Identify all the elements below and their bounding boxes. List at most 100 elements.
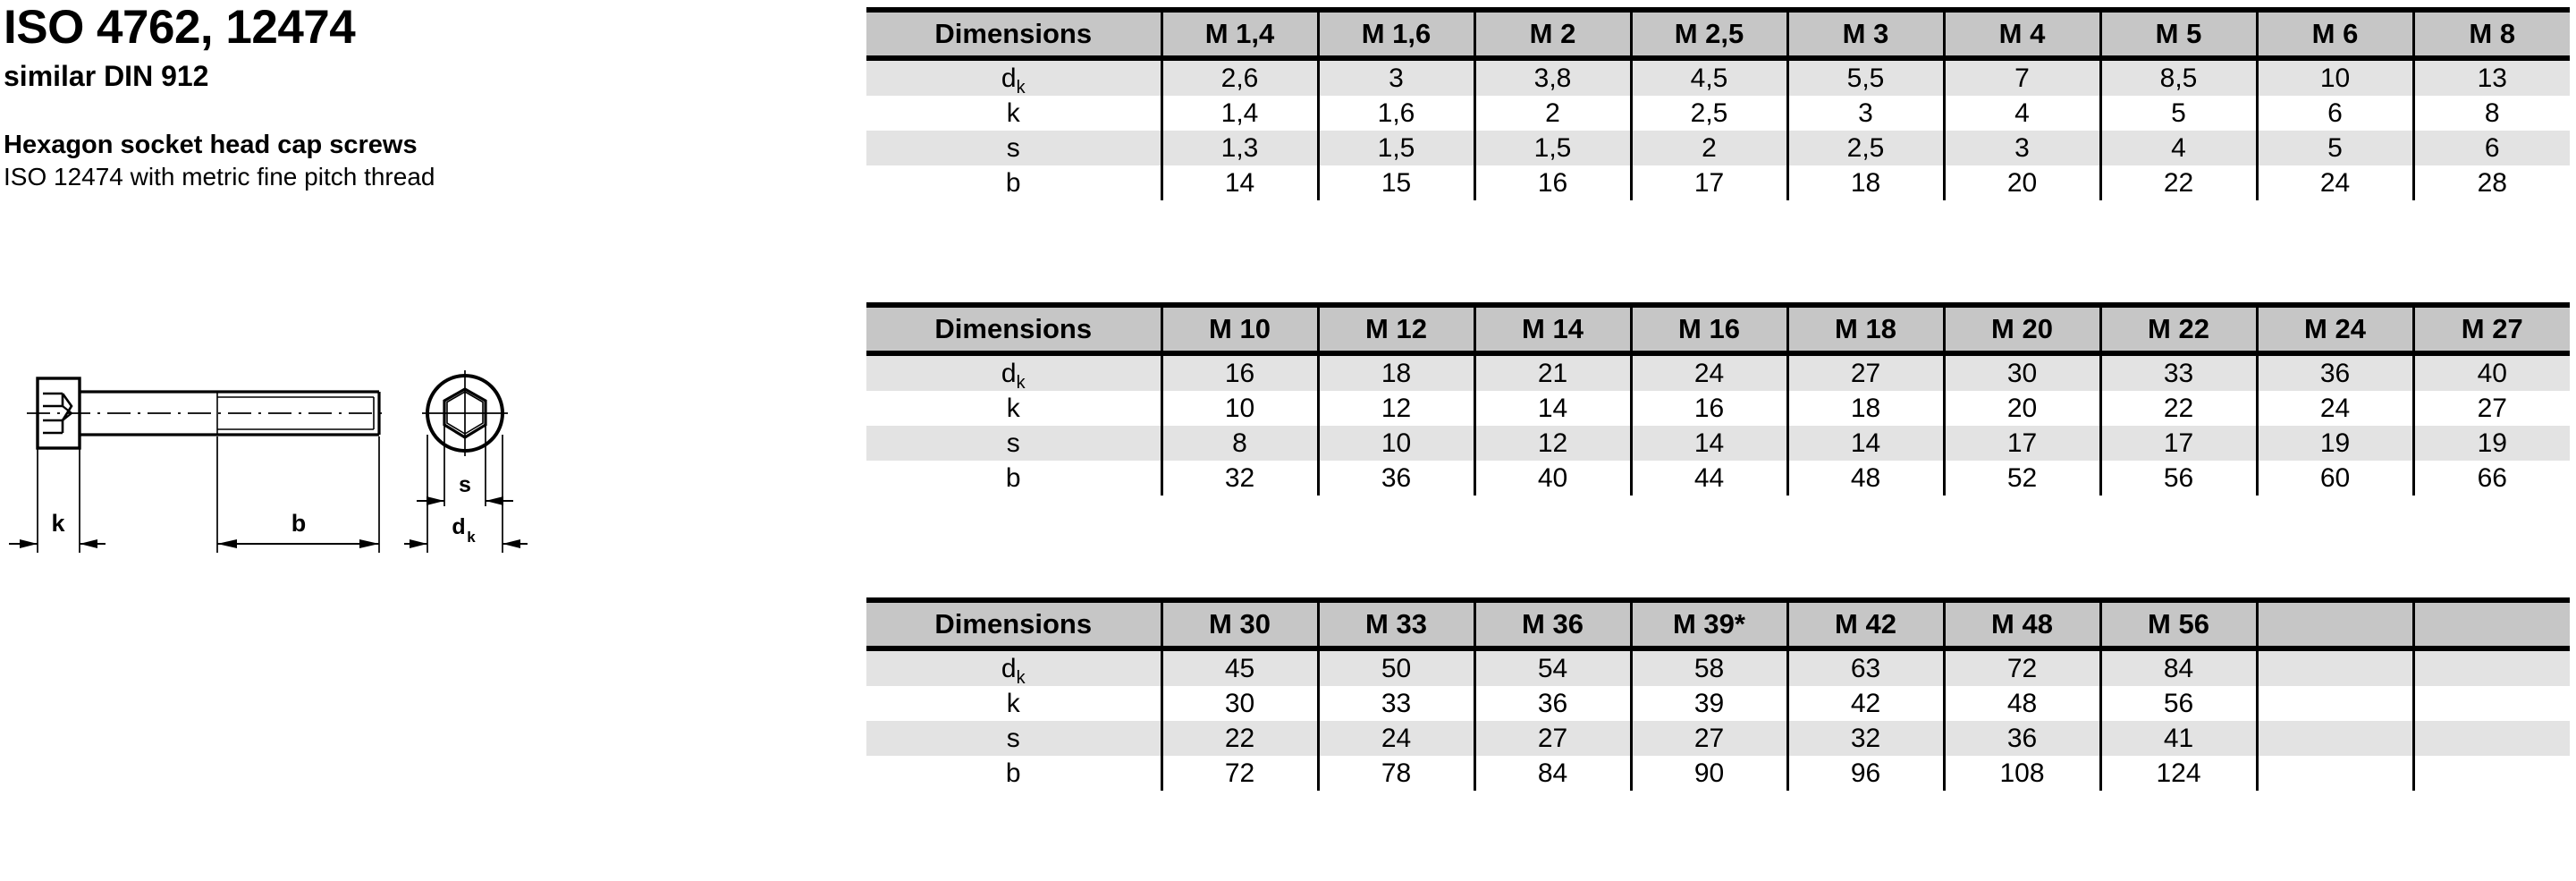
dimensions-table-medium-sizes: Dimensions M 10 M 12 M 14 M 16 M 18 M 20 M 22 M … [866, 302, 2570, 496]
table-cell-value: 41 [2099, 721, 2257, 756]
table-row: dk 45 50 54 58 63 72 84 [866, 648, 2570, 686]
table-cell-value: 4 [2099, 131, 2257, 165]
table-cell-value: 22 [2099, 165, 2257, 200]
table-row: s 1,3 1,5 1,5 2 2,5 3 4 5 6 [866, 131, 2570, 165]
table-cell-value: 84 [2099, 648, 2257, 686]
column-header-dimensions: Dimensions [866, 302, 1161, 356]
table-cell-value: 58 [1629, 648, 1787, 686]
table-cell-value: 2,5 [1629, 96, 1787, 131]
table-cell-value: 19 [2411, 426, 2570, 461]
table-cell-value: 18 [1316, 353, 1474, 391]
dim-label-b: b [291, 510, 307, 537]
dimensions-table-large-sizes: Dimensions M 30 M 33 M 36 M 39* M 42 M 48 M 56 d… [866, 597, 2570, 791]
column-header-empty [2411, 597, 2570, 651]
row-label-dk: dk [866, 353, 1161, 391]
column-header-size: M 39* [1629, 597, 1787, 651]
left-info-panel: ISO 4762, 12474 similar DIN 912 Hexagon … [0, 0, 849, 881]
table-cell-value: 60 [2255, 461, 2413, 496]
table-cell-value: 2,6 [1160, 58, 1318, 96]
column-header-size: M 30 [1160, 597, 1318, 651]
table-row: b 72 78 84 90 96 108 124 [866, 756, 2570, 791]
table-cell-value: 22 [2099, 391, 2257, 426]
column-header-size: M 1,4 [1160, 7, 1318, 61]
column-header-dimensions: Dimensions [866, 597, 1161, 651]
table-cell-value: 16 [1629, 391, 1787, 426]
table-cell-value: 2 [1473, 96, 1631, 131]
table-cell-value: 8 [1160, 426, 1318, 461]
table-cell-value: 3 [1786, 96, 1944, 131]
table-header-row: Dimensions M 30 M 33 M 36 M 39* M 42 M 48 M 56 [866, 597, 2570, 651]
table-cell-value: 90 [1629, 756, 1787, 791]
row-label-s: s [866, 131, 1161, 165]
column-header-size: M 1,6 [1316, 7, 1474, 61]
column-header-size: M 48 [1942, 597, 2100, 651]
table-cell-empty [2411, 756, 2570, 791]
table-cell-value: 14 [1473, 391, 1631, 426]
table-cell-value: 4 [1942, 96, 2100, 131]
row-label-s: s [866, 426, 1161, 461]
table-cell-value: 27 [1473, 721, 1631, 756]
table-cell-empty [2411, 648, 2570, 686]
column-header-size: M 3 [1786, 7, 1944, 61]
row-label-k: k [866, 96, 1161, 131]
column-header-size: M 5 [2099, 7, 2257, 61]
table-cell-value: 48 [1942, 686, 2100, 721]
row-label-b: b [866, 165, 1161, 200]
table-row: dk 2,6 3 3,8 4,5 5,5 7 8,5 10 13 [866, 58, 2570, 96]
table-cell-value: 24 [2255, 391, 2413, 426]
table-cell-value: 36 [1473, 686, 1631, 721]
table-cell-value: 28 [2411, 165, 2570, 200]
table-cell-value: 6 [2411, 131, 2570, 165]
table-cell-value: 14 [1629, 426, 1787, 461]
table-cell-value: 42 [1786, 686, 1944, 721]
table-cell-value: 18 [1786, 165, 1944, 200]
table-cell-value: 66 [2411, 461, 2570, 496]
row-label-k: k [866, 686, 1161, 721]
table-cell-value: 14 [1160, 165, 1318, 200]
column-header-size: M 22 [2099, 302, 2257, 356]
table-cell-value: 96 [1786, 756, 1944, 791]
table-cell-value: 36 [1942, 721, 2100, 756]
column-header-size: M 42 [1786, 597, 1944, 651]
table-cell-value: 18 [1786, 391, 1944, 426]
row-label-dk: dk [866, 648, 1161, 686]
column-header-empty [2255, 597, 2413, 651]
table-cell-value: 78 [1316, 756, 1474, 791]
table-cell-value: 8 [2411, 96, 2570, 131]
column-header-size: M 10 [1160, 302, 1318, 356]
table-cell-value: 15 [1316, 165, 1474, 200]
row-label-s: s [866, 721, 1161, 756]
table-cell-value: 52 [1942, 461, 2100, 496]
table-cell-value: 13 [2411, 58, 2570, 96]
dim-label-dk: d k [452, 514, 476, 546]
table-cell-value: 2 [1629, 131, 1787, 165]
table-cell-value: 63 [1786, 648, 1944, 686]
column-header-size: M 2 [1473, 7, 1631, 61]
page-title: ISO 4762, 12474 [4, 1, 356, 54]
table-cell-value: 72 [1160, 756, 1318, 791]
hex-socket-cap-screw-diagram: k b s d k [0, 338, 554, 562]
table-cell-value: 20 [1942, 165, 2100, 200]
table-cell-value: 21 [1473, 353, 1631, 391]
table-cell-value: 108 [1942, 756, 2100, 791]
table-cell-value: 1,4 [1160, 96, 1318, 131]
table-cell-value: 72 [1942, 648, 2100, 686]
table-cell-value: 20 [1942, 391, 2100, 426]
table-row: b 32 36 40 44 48 52 56 60 66 [866, 461, 2570, 496]
column-header-size: M 36 [1473, 597, 1631, 651]
dim-label-k: k [51, 510, 65, 537]
table-cell-value: 48 [1786, 461, 1944, 496]
table-cell-empty [2411, 721, 2570, 756]
table-row: k 10 12 14 16 18 20 22 24 27 [866, 391, 2570, 426]
table-cell-value: 40 [2411, 353, 2570, 391]
table-cell-value: 5 [2255, 131, 2413, 165]
table-cell-value: 24 [2255, 165, 2413, 200]
column-header-size: M 56 [2099, 597, 2257, 651]
table-cell-value: 54 [1473, 648, 1631, 686]
table-cell-value: 10 [2255, 58, 2413, 96]
table-cell-value: 40 [1473, 461, 1631, 496]
table-cell-value: 1,5 [1316, 131, 1474, 165]
table-cell-empty [2255, 648, 2413, 686]
table-cell-value: 3 [1316, 58, 1474, 96]
table-cell-value: 50 [1316, 648, 1474, 686]
